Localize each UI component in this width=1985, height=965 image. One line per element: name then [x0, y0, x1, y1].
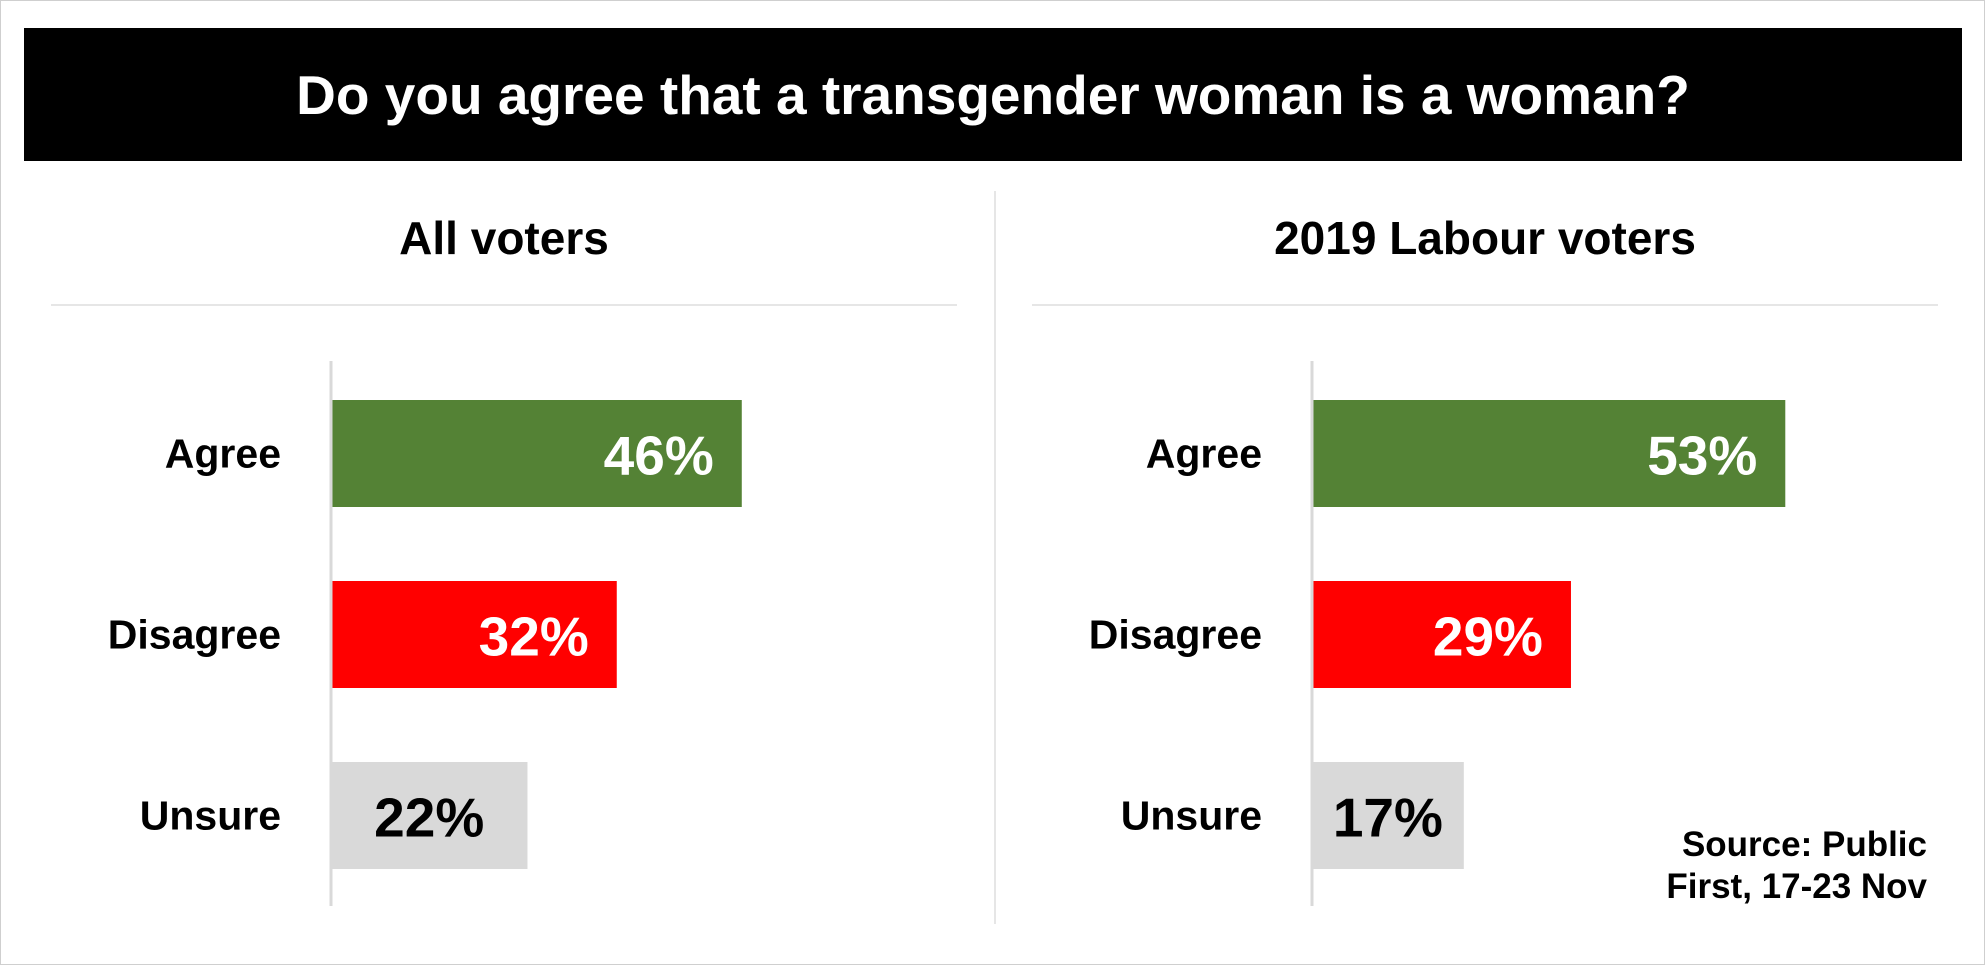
category-label-agree: Agree — [165, 431, 281, 477]
panel-divider — [994, 191, 996, 924]
chart-title-bar: Do you agree that a transgender woman is… — [24, 28, 1962, 161]
data-label-unsure: 22% — [374, 787, 484, 849]
bar-agree — [1312, 400, 1786, 507]
category-label-disagree: Disagree — [1089, 612, 1262, 658]
data-label-agree: 46% — [604, 425, 714, 487]
bar-unsure — [331, 762, 528, 869]
data-label-disagree: 32% — [479, 606, 589, 668]
source-line-2: First, 17-23 Nov — [1666, 867, 1927, 906]
source-line-1: Source: Public — [1681, 825, 1927, 864]
data-label-agree: 53% — [1647, 425, 1757, 487]
bar-agree — [331, 400, 742, 507]
bar-disagree — [1312, 581, 1571, 688]
bar-chart-all-voters: Agree 46% Disagree 32% Unsure 22% — [108, 361, 742, 906]
bar-unsure — [1312, 762, 1464, 869]
panel-title-rule — [1032, 304, 1938, 306]
source-note: Source: Public First, 17-23 Nov — [1666, 824, 1927, 908]
category-label-unsure: Unsure — [140, 793, 281, 839]
panel-all-voters: All voters Agree 46% Disagree 32% Unsure 22% — [51, 191, 957, 931]
data-label-unsure: 17% — [1333, 787, 1443, 849]
panel-title-rule — [51, 304, 957, 306]
data-label-disagree: 29% — [1433, 606, 1543, 668]
bar-disagree — [331, 581, 617, 688]
category-label-disagree: Disagree — [108, 612, 281, 658]
category-label-unsure: Unsure — [1121, 793, 1262, 839]
panel-title-labour-voters: 2019 Labour voters — [1274, 212, 1696, 264]
panel-labour-voters: 2019 Labour voters Agree 53% Disagree 29% Un… — [1032, 191, 1938, 931]
chart-title: Do you agree that a transgender woman is… — [296, 63, 1690, 126]
bar-chart-labour-voters: Agree 53% Disagree 29% Unsure 17% — [1089, 361, 1786, 906]
category-label-agree: Agree — [1146, 431, 1262, 477]
panel-title-all-voters: All voters — [399, 212, 609, 264]
